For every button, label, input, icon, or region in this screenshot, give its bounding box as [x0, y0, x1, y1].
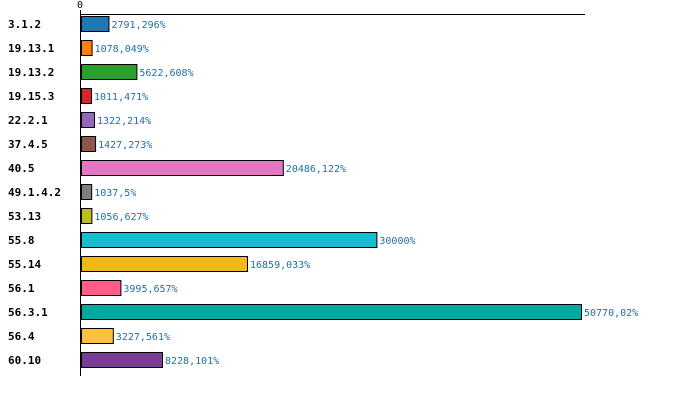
value-label: 50770,02%: [584, 308, 638, 319]
value-label: 2791,296%: [112, 20, 166, 31]
bar: [81, 256, 248, 272]
value-label: 1056,627%: [94, 212, 148, 223]
bar: [81, 136, 97, 152]
category-label: 56.1: [8, 282, 35, 295]
value-label: 1011,471%: [94, 92, 148, 103]
bar: [81, 328, 114, 344]
bar: [81, 304, 582, 320]
value-label: 3995,657%: [123, 284, 177, 295]
category-label: 49.1.4.2: [8, 186, 61, 199]
category-label: 19.13.2: [8, 66, 54, 79]
category-label: 37.4.5: [8, 138, 48, 151]
bar: [81, 112, 95, 128]
category-label: 22.2.1: [8, 114, 48, 127]
value-label: 1322,214%: [97, 116, 151, 127]
value-label: 5622,608%: [139, 68, 193, 79]
bar: [81, 160, 284, 176]
category-label: 40.5: [8, 162, 35, 175]
bar: [81, 232, 378, 248]
category-label: 60.10: [8, 354, 41, 367]
value-label: 20486,122%: [286, 164, 346, 175]
bar: [81, 16, 110, 32]
category-label: 19.13.1: [8, 42, 55, 55]
value-label: 1427,273%: [98, 140, 152, 151]
category-label: 56.3.1: [8, 306, 48, 319]
bar: [81, 64, 138, 80]
bar: [81, 40, 93, 56]
value-label: 30000%: [379, 236, 415, 247]
value-label: 1037,5%: [94, 188, 136, 199]
value-label: 16859,033%: [250, 260, 310, 271]
value-label: 1078,049%: [95, 44, 149, 55]
value-label: 8228,101%: [165, 356, 219, 367]
category-label: 55.8: [8, 234, 35, 247]
bar: [81, 280, 122, 296]
bar: [81, 184, 93, 200]
bar: [81, 88, 92, 104]
x-tick-label: 0: [77, 0, 83, 11]
bar: [81, 352, 163, 368]
category-label: 56.4: [8, 330, 35, 343]
category-label: 53.13: [8, 210, 41, 223]
category-label: 55.14: [8, 258, 41, 271]
bar: [81, 208, 93, 224]
bars-group: 3.1.2 2791,296% 19.13.1 1078,049% 19.13.2 562…: [8, 16, 638, 368]
category-label: 3.1.2: [8, 18, 41, 31]
value-label: 3227,561%: [116, 332, 170, 343]
category-label: 19.15.3: [8, 90, 54, 103]
